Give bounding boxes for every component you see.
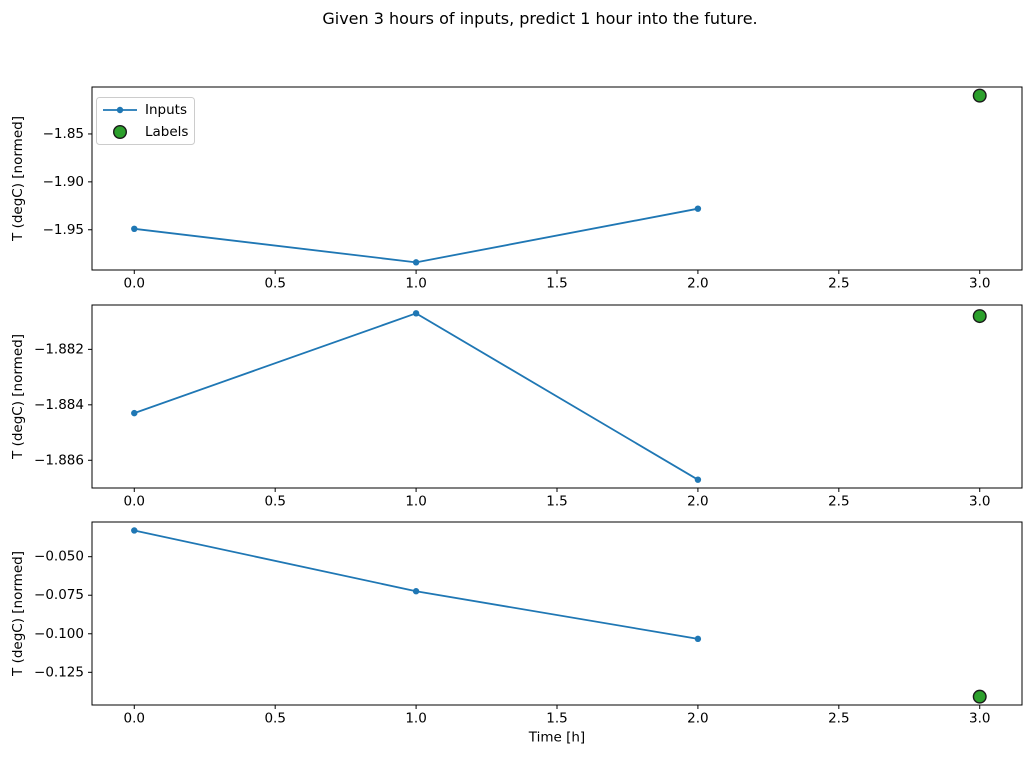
y-axis-label: T (degC) [normed]	[10, 334, 26, 460]
labels-point-marker	[972, 689, 987, 704]
y-tick-label: −0.100	[34, 626, 84, 642]
x-tick-label: 3.0	[969, 711, 990, 727]
inputs-point-marker	[694, 635, 702, 643]
subplot-3: 0.0 0.5 1.0 1.5 2.0 2.5 3.0 −0.050 −0.075 −0.100 −…	[10, 521, 1023, 746]
x-tick-label: 1.5	[546, 711, 567, 727]
inputs-line	[134, 207, 699, 264]
x-tick-label: 2.0	[687, 711, 708, 727]
inputs-point-marker	[412, 588, 420, 595]
y-tick-label: −0.075	[34, 587, 84, 603]
legend-labels-marker	[112, 124, 127, 139]
inputs-point-marker	[412, 259, 420, 266]
x-tick-label: 3.0	[969, 276, 990, 292]
inputs-line	[134, 529, 699, 640]
x-tick-label: 2.0	[687, 494, 708, 510]
subplot-1: 0.0 0.5 1.0 1.5 2.0 2.5 3.0 −1.85 −1.90 −1.95 T (d…	[10, 86, 1023, 292]
axes-box	[91, 86, 1023, 271]
y-tick-label: −1.95	[43, 222, 84, 238]
x-tick-label: 2.0	[687, 276, 708, 292]
figure-title: Given 3 hours of inputs, predict 1 hour …	[322, 9, 758, 28]
y-tick-label: −1.882	[34, 341, 84, 357]
y-tick-label: −1.884	[34, 397, 84, 413]
y-tick-label: −0.050	[34, 549, 84, 565]
inputs-point-marker	[131, 527, 138, 534]
x-tick-label: 0.0	[124, 494, 145, 510]
x-tick-label: 2.5	[828, 494, 849, 510]
x-tick-label: 1.0	[405, 494, 426, 510]
y-tick-label: −1.886	[34, 452, 84, 468]
legend: Inputs Labels	[96, 97, 195, 145]
y-axis-label: T (degC) [normed]	[10, 116, 26, 242]
y-tick-label: −0.125	[34, 664, 84, 680]
x-tick-label: 2.5	[828, 276, 849, 292]
subplot-2: 0.0 0.5 1.0 1.5 2.0 2.5 3.0 −1.882 −1.884 −1.886 T…	[10, 304, 1023, 510]
x-axis-label: Time [h]	[528, 730, 585, 746]
legend-inputs-label: Inputs	[145, 102, 187, 118]
x-tick-label: 1.0	[405, 711, 426, 727]
y-axis-label: T (degC) [normed]	[10, 551, 26, 677]
x-tick-label: 1.0	[405, 276, 426, 292]
inputs-line	[133, 312, 699, 481]
x-tick-label: 0.5	[264, 711, 285, 727]
x-tick-label: 0.0	[124, 276, 145, 292]
x-tick-label: 1.5	[546, 494, 567, 510]
inputs-point-marker	[131, 225, 138, 233]
labels-point-marker	[972, 309, 987, 324]
inputs-point-marker	[131, 409, 138, 417]
labels-point-marker	[972, 88, 987, 103]
inputs-point-marker	[412, 310, 420, 317]
inputs-point-marker	[694, 205, 702, 212]
x-tick-label: 2.5	[828, 711, 849, 727]
x-tick-label: 1.5	[546, 276, 567, 292]
x-tick-label: 0.0	[124, 711, 145, 727]
x-tick-label: 0.5	[264, 494, 285, 510]
y-tick-label: −1.90	[43, 174, 84, 190]
y-tick-label: −1.85	[43, 126, 84, 142]
legend-inputs-marker	[116, 106, 124, 114]
x-tick-label: 3.0	[969, 494, 990, 510]
inputs-point-marker	[694, 476, 702, 483]
x-tick-label: 0.5	[264, 276, 285, 292]
legend-labels-label: Labels	[145, 124, 188, 140]
axes-box	[91, 521, 1023, 706]
